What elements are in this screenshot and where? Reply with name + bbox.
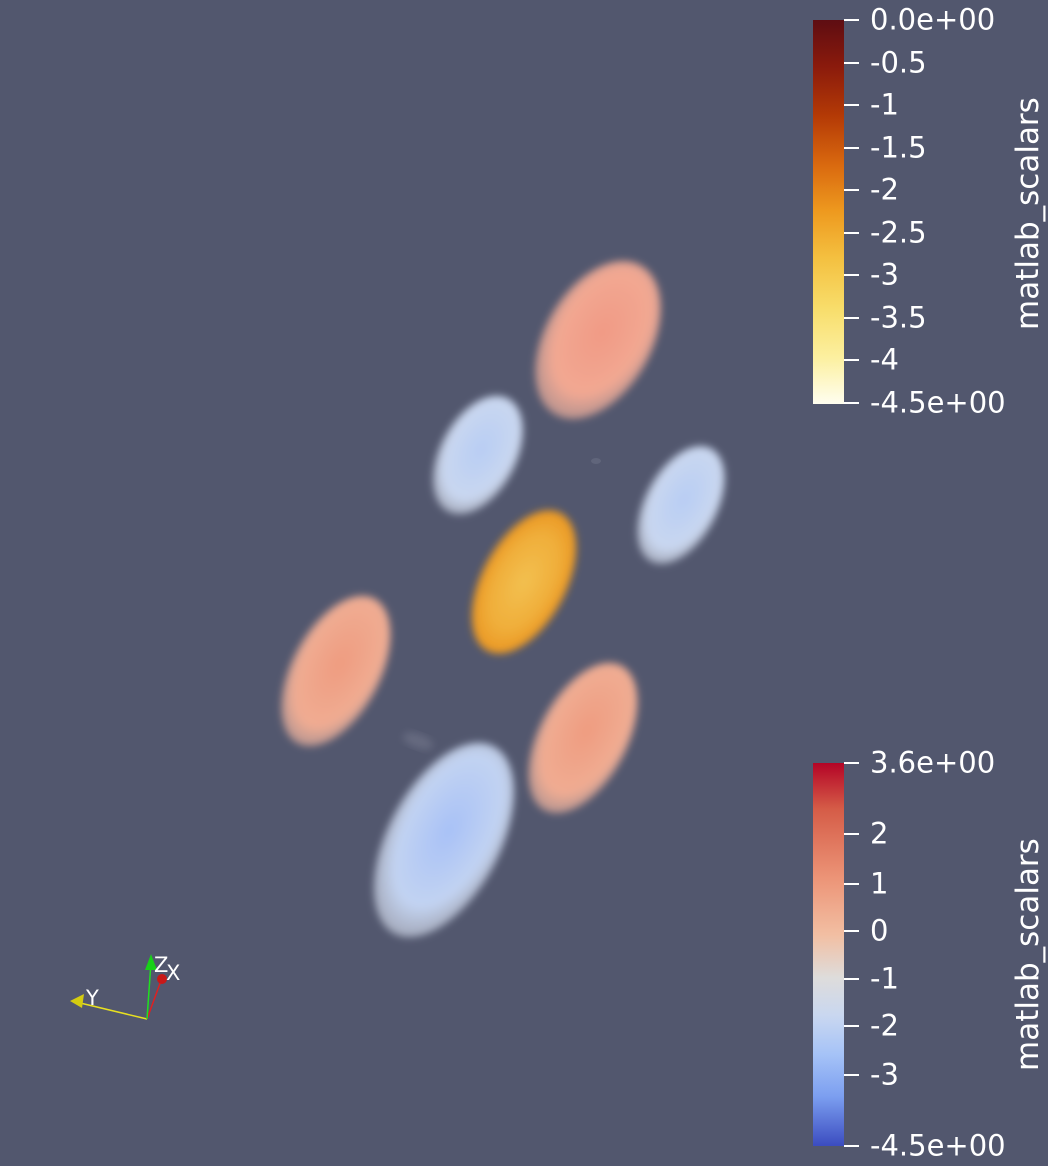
colorbar-top-label-min: -4.5e+00: [870, 385, 1006, 420]
colorbar-top-label: -1.5: [870, 130, 927, 165]
colorbar-top-tick: [844, 402, 859, 404]
blob-faint-dot: [591, 458, 601, 464]
blob-lower-right-red: [528, 662, 638, 814]
colorbar-top-tick: [844, 232, 859, 234]
blob-left-red: [281, 595, 391, 747]
colorbar-top-tick: [844, 147, 859, 149]
colorbar-top-label: -3: [870, 257, 899, 292]
colorbar-bottom[interactable]: [813, 763, 844, 1146]
colorbar-bottom-tick: [844, 1074, 859, 1076]
colorbar-top-label: -4: [870, 342, 899, 377]
colorbar-bottom-label: -3: [870, 1057, 899, 1092]
colorbar-bottom-label: 2: [870, 816, 889, 851]
colorbar-top-label: -1: [870, 87, 899, 122]
axis-z-line: [146, 961, 152, 1020]
colorbar-bottom-tick: [844, 1145, 859, 1147]
axis-y-label: Y: [85, 986, 99, 1010]
colorbar-top-label: -2: [870, 172, 899, 207]
colorbar-top-tick: [844, 317, 859, 319]
colorbar-top-tick: [844, 19, 859, 21]
colorbar-top-tick: [844, 359, 859, 361]
colorbar-top-label: -0.5: [870, 45, 927, 80]
blob-center-orange: [471, 510, 577, 654]
axis-y-head: [70, 994, 84, 1008]
blob-lower-blue: [373, 742, 515, 938]
colorbar-top-tick: [844, 189, 859, 191]
orientation-axes: X Y Z: [70, 953, 180, 1020]
blob-upper-left-blue: [432, 395, 524, 515]
colorbar-bottom-label: 1: [870, 866, 889, 901]
colorbar-top-label-max: 0.0e+00: [870, 2, 996, 37]
colorbar-bottom-label: 0: [870, 913, 889, 948]
axis-x-label: X: [166, 961, 180, 985]
colorbar-top-tick: [844, 104, 859, 106]
blob-upper-right-red: [535, 260, 661, 420]
colorbar-top-tick: [844, 62, 859, 64]
colorbar-bottom-tick: [844, 833, 859, 835]
axis-x-head: [157, 974, 167, 984]
colorbar-top-label: -3.5: [870, 300, 927, 335]
colorbar-top-title: matlab_scalars: [1010, 97, 1046, 330]
colorbar-bottom-tick: [844, 930, 859, 932]
axis-z-label: Z: [154, 953, 168, 977]
colorbar-top-label: -2.5: [870, 215, 927, 250]
colorbar-top[interactable]: [813, 20, 844, 404]
blob-right-blue: [637, 446, 725, 564]
colorbar-bottom-tick: [844, 762, 859, 764]
blob-faint-small: [402, 732, 434, 750]
colorbar-bottom-label: -2: [870, 1008, 899, 1043]
colorbar-bottom-tick: [844, 883, 859, 885]
colorbar-bottom-title: matlab_scalars: [1010, 838, 1046, 1071]
axis-x-line: [146, 977, 163, 1020]
colorbar-bottom-label: -1: [870, 961, 899, 996]
axis-y-line: [75, 1001, 148, 1020]
colorbar-bottom-tick: [844, 978, 859, 980]
colorbar-bottom-tick: [844, 1025, 859, 1027]
colorbar-bottom-label-min: -4.5e+00: [870, 1128, 1006, 1163]
colorbar-top-tick: [844, 274, 859, 276]
colorbar-bottom-label-max: 3.6e+00: [870, 745, 996, 780]
axis-z-head: [145, 954, 157, 970]
